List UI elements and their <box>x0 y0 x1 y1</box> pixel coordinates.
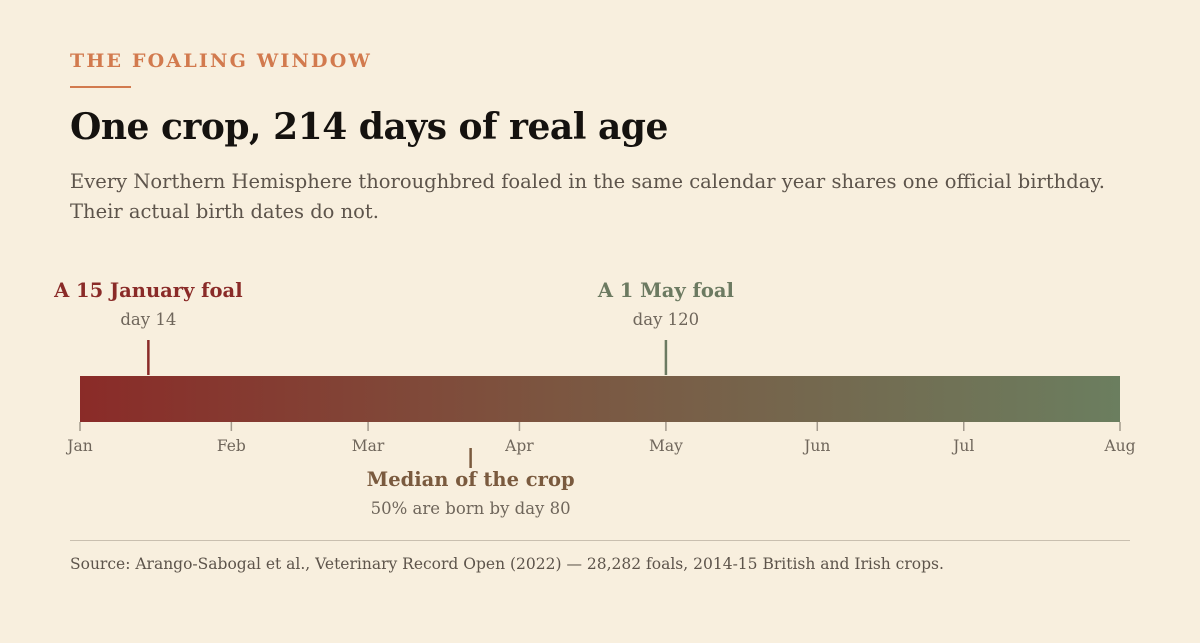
tick-label-aug: Aug <box>1103 437 1135 455</box>
marker-may-foal: A 1 May foal day 120 <box>597 279 734 375</box>
axis-ticks: Jan Feb Mar Apr May Jun Jul Aug <box>65 422 1136 455</box>
tick-label-mar: Mar <box>352 437 385 455</box>
tick-label-jan: Jan <box>65 437 92 455</box>
tick-label-jun: Jun <box>802 437 830 455</box>
kicker: THE FOALING WINDOW <box>70 50 372 72</box>
source-note: Source: Arango-Sabogal et al., Veterinar… <box>70 555 944 573</box>
tick-label-apr: Apr <box>504 437 534 455</box>
markers: A 15 January foal day 14 A 1 May foal day 1… <box>53 279 734 518</box>
marker-sublabel-may-foal: day 120 <box>633 310 699 329</box>
marker-median: Median of the crop 50% are born by day 80 <box>367 448 575 518</box>
marker-label-jan-foal: A 15 January foal <box>53 279 243 302</box>
chart-title: One crop, 214 days of real age <box>70 106 668 148</box>
kicker-rule <box>70 86 131 88</box>
footer-rule <box>70 540 1130 541</box>
marker-label-may-foal: A 1 May foal <box>597 279 734 302</box>
timeline-bar <box>80 376 1120 422</box>
tick-label-feb: Feb <box>217 437 246 455</box>
chart-subtitle: Every Northern Hemisphere thoroughbred f… <box>70 170 1105 223</box>
marker-jan-foal: A 15 January foal day 14 <box>53 279 243 375</box>
marker-sublabel-jan-foal: day 14 <box>120 310 176 329</box>
marker-sublabel-median: 50% are born by day 80 <box>371 499 571 518</box>
tick-label-may: May <box>649 437 683 455</box>
tick-label-jul: Jul <box>951 437 974 455</box>
marker-label-median: Median of the crop <box>367 468 575 491</box>
